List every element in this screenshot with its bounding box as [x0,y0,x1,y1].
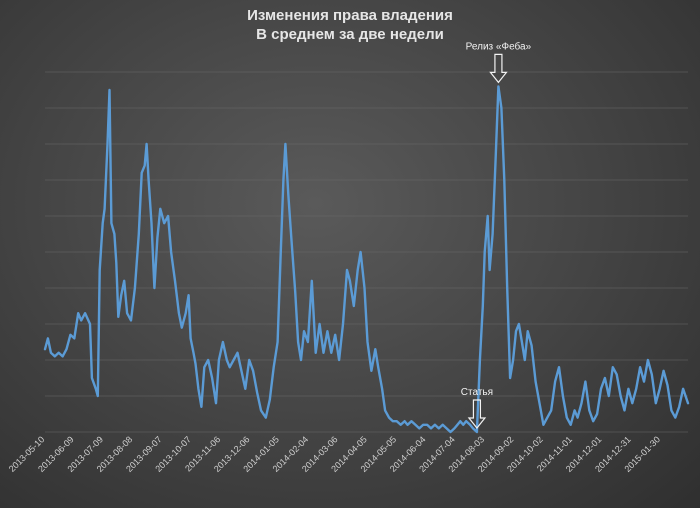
gridlines [45,71,688,433]
arrow-down-icon [467,399,487,429]
annotations: Статья Релиз «Феба» [461,40,532,429]
series-layer [43,85,690,434]
arrow-down-icon [489,53,508,84]
chart-title: Изменения права владения [247,7,453,24]
x-axis-ticks: 2013-05-102013-06-092013-07-092013-08-08… [7,434,662,474]
series-line [43,85,690,434]
annotation-label: Статья [461,387,493,398]
chart-subtitle: В среднем за две недели [256,26,444,43]
annotation-label: Релиз «Феба» [466,40,532,52]
